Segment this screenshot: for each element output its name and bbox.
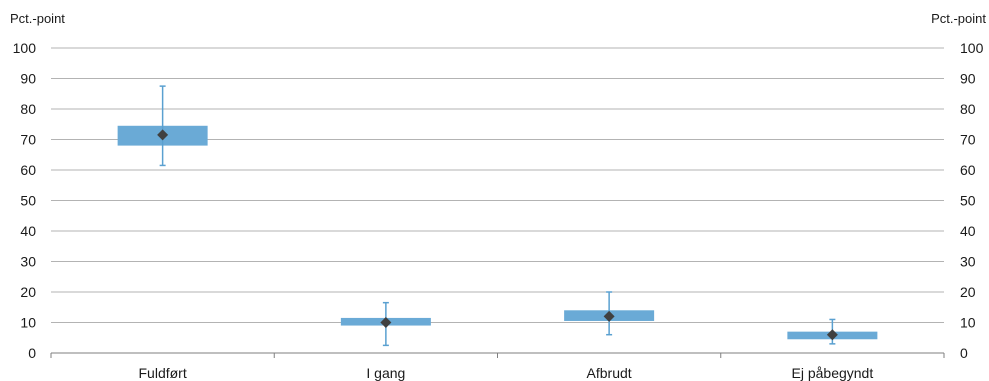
boxes bbox=[117, 125, 878, 340]
whiskers bbox=[159, 85, 836, 347]
x-category-label: Fuldført bbox=[139, 365, 187, 381]
mean-marker bbox=[380, 317, 392, 328]
y-tick-label-right: 20 bbox=[960, 284, 976, 300]
x-category-label: I gang bbox=[366, 365, 405, 381]
y-tick-label-right: 30 bbox=[960, 254, 976, 270]
y-tick-label-left: 80 bbox=[20, 101, 36, 117]
mean-marker bbox=[157, 129, 169, 141]
right-y-axis-label: Pct.-point bbox=[931, 11, 986, 26]
y-tick-label-left: 90 bbox=[20, 71, 36, 87]
y-tick-label-left: 40 bbox=[20, 223, 36, 239]
mean-markers bbox=[157, 129, 838, 341]
y-tick-label-right: 90 bbox=[960, 71, 976, 87]
y-tick-label-right: 10 bbox=[960, 315, 976, 331]
x-tick-labels: Fuldført I gang Afbrudt Ej påbegyndt bbox=[139, 365, 874, 381]
y-tick-label-left: 0 bbox=[28, 345, 36, 361]
y-tick-label-left: 20 bbox=[20, 284, 36, 300]
y-tick-label-left: 70 bbox=[20, 132, 36, 148]
y-tick-label-right: 100 bbox=[960, 40, 984, 56]
y-tick-label-right: 40 bbox=[960, 223, 976, 239]
x-category-label: Afbrudt bbox=[587, 365, 632, 381]
y-tick-label-left: 60 bbox=[20, 162, 36, 178]
y-tick-label-right: 60 bbox=[960, 162, 976, 178]
y-tick-label-left: 30 bbox=[20, 254, 36, 270]
y-tick-labels: 0 0 10 10 20 20 30 30 40 40 50 50 60 60 70 70 80 80 90 90 10… bbox=[13, 40, 984, 361]
y-tick-label-right: 50 bbox=[960, 193, 976, 209]
mean-marker bbox=[603, 310, 615, 322]
y-tick-label-right: 80 bbox=[960, 101, 976, 117]
y-tick-label-left: 50 bbox=[20, 193, 36, 209]
y-tick-label-left: 10 bbox=[20, 315, 36, 331]
gridlines bbox=[51, 47, 944, 323]
y-tick-label-left: 100 bbox=[13, 40, 37, 56]
y-tick-label-right: 0 bbox=[960, 345, 968, 361]
left-y-axis-label: Pct.-point bbox=[10, 11, 65, 26]
y-tick-label-right: 70 bbox=[960, 132, 976, 148]
x-category-label: Ej påbegyndt bbox=[792, 365, 874, 381]
mean-marker bbox=[826, 329, 838, 341]
x-axis bbox=[50, 352, 945, 358]
